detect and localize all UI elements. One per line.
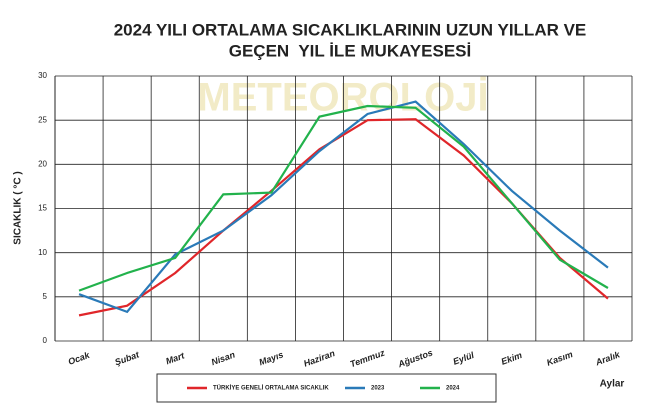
legend-label: 2023: [371, 386, 385, 392]
chart-title: GEÇEN YIL İLE MUKAYESESİ: [229, 41, 471, 60]
y-axis-label: SICAKLIK ( °C ): [13, 171, 24, 244]
y-tick-label: 5: [43, 292, 48, 301]
y-tick-label: 10: [38, 248, 47, 257]
series-line: [78, 104, 609, 292]
series-line: [78, 100, 609, 314]
y-tick-label: 15: [38, 204, 47, 213]
legend-label: 2024: [446, 386, 460, 392]
chart-title: 2024 YILI ORTALAMA SICAKLIKLARININ UZUN …: [114, 20, 587, 39]
x-axis-label: Aylar: [600, 379, 625, 390]
legend-label: TÜRKİYE GENELİ ORTALAMA SICAKLIK: [213, 385, 329, 392]
y-tick-label: 30: [38, 71, 47, 80]
y-tick-label: 20: [38, 159, 47, 168]
y-tick-label: 25: [38, 115, 47, 124]
y-tick-label: 0: [43, 336, 48, 345]
watermark: METEOROLOJİ: [197, 76, 488, 120]
